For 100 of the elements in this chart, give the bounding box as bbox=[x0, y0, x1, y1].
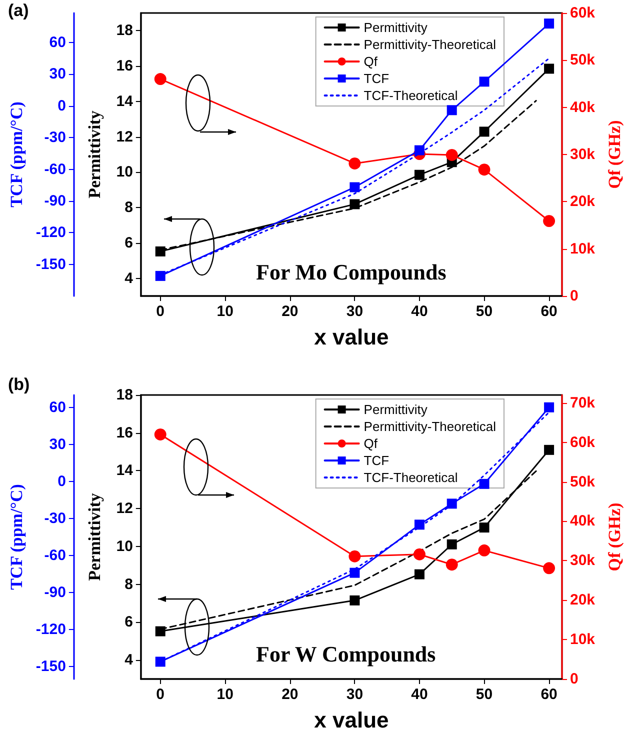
y2-tick-label: 50k bbox=[570, 52, 596, 69]
y2-tick-label: 10k bbox=[570, 631, 596, 648]
point bbox=[154, 73, 166, 86]
y-tick-label: 12 bbox=[116, 128, 133, 146]
y3-tick-label: -120 bbox=[36, 224, 66, 242]
y3-tick-label: -60 bbox=[44, 547, 66, 564]
y3-tick-label: 60 bbox=[49, 34, 66, 52]
x-tick-label: 20 bbox=[282, 686, 298, 703]
legend-label: Permittivity bbox=[364, 20, 428, 35]
y3-tick-label: -150 bbox=[36, 658, 66, 676]
point bbox=[478, 544, 490, 556]
y3-tick-label: -30 bbox=[44, 510, 66, 527]
point bbox=[414, 569, 424, 580]
y2-tick-label: 20k bbox=[570, 592, 596, 609]
point bbox=[479, 522, 490, 533]
y3-tick-label: 30 bbox=[49, 66, 66, 83]
point bbox=[350, 182, 360, 192]
x-tick-label: 30 bbox=[346, 686, 364, 703]
y3-tick-label: 0 bbox=[58, 97, 66, 114]
point bbox=[350, 595, 360, 606]
y3-tick-label: 60 bbox=[49, 398, 66, 416]
legend-label: TCF bbox=[364, 453, 390, 468]
text: (a) bbox=[8, 1, 29, 20]
y3-tick-label: -120 bbox=[36, 621, 66, 638]
y2-axis-title: Qf (GHz) bbox=[605, 120, 624, 189]
point bbox=[413, 548, 426, 560]
point bbox=[350, 568, 360, 578]
y-tick-label: 14 bbox=[116, 462, 134, 480]
x-axis-title: x value bbox=[314, 708, 389, 732]
point bbox=[479, 76, 490, 87]
point bbox=[543, 562, 556, 574]
y-tick-label: 16 bbox=[116, 424, 133, 442]
x-tick-label: 40 bbox=[411, 303, 428, 320]
y3-tick-label: 0 bbox=[58, 472, 66, 490]
x-tick-label: 10 bbox=[216, 686, 234, 703]
x-tick-label: 40 bbox=[411, 686, 428, 703]
y-tick-label: 18 bbox=[116, 22, 133, 40]
annotation: For Mo Compounds bbox=[256, 260, 447, 284]
y-axis-title: Permittivity bbox=[84, 492, 104, 581]
y2-axis-title: Qf (GHz) bbox=[605, 502, 624, 572]
point bbox=[348, 157, 361, 170]
y3-axis-title: TCF (ppm/°C) bbox=[7, 102, 26, 208]
legend-label: Permittivity-Theoretical bbox=[364, 419, 496, 434]
point bbox=[414, 170, 424, 180]
point bbox=[479, 126, 490, 137]
y-tick-label: 6 bbox=[124, 234, 133, 252]
y3-tick-label: -60 bbox=[44, 160, 66, 178]
point bbox=[154, 428, 166, 440]
point bbox=[155, 246, 166, 256]
legend-label: Permittivity bbox=[364, 402, 428, 417]
y-tick-label: 12 bbox=[116, 500, 133, 518]
point bbox=[446, 539, 457, 550]
x-tick-label: 0 bbox=[156, 303, 165, 320]
point bbox=[446, 498, 457, 509]
x-tick-label: 60 bbox=[540, 303, 558, 320]
legend-label: TCF-Theoretical bbox=[364, 88, 458, 103]
point bbox=[348, 550, 361, 562]
point bbox=[155, 656, 166, 667]
y-tick-label: 8 bbox=[124, 576, 133, 593]
point bbox=[155, 270, 166, 281]
point bbox=[544, 64, 554, 74]
y-axis-title: Permittivity bbox=[84, 110, 104, 198]
y-tick-label: 16 bbox=[116, 58, 133, 75]
y2-tick-label: 30k bbox=[570, 552, 596, 570]
x-tick-label: 20 bbox=[282, 303, 298, 320]
x-tick-label: 10 bbox=[216, 303, 234, 320]
y2-tick-label: 20k bbox=[570, 193, 596, 210]
point bbox=[446, 105, 457, 116]
x-tick-label: 0 bbox=[156, 686, 165, 703]
y3-tick-label: -90 bbox=[44, 584, 66, 602]
point bbox=[446, 148, 458, 161]
point bbox=[478, 164, 490, 176]
y-tick-label: 6 bbox=[124, 614, 133, 631]
y2-tick-label: 10k bbox=[570, 240, 596, 258]
y2-tick-label: 60k bbox=[570, 434, 596, 451]
y2-tick-label: 60k bbox=[570, 4, 596, 22]
y-tick-label: 14 bbox=[116, 92, 134, 110]
point bbox=[544, 444, 554, 455]
x-tick-label: 30 bbox=[346, 303, 364, 320]
y3-tick-label: 30 bbox=[49, 436, 66, 453]
legend-label: TCF bbox=[364, 71, 390, 86]
y-tick-label: 4 bbox=[124, 270, 134, 287]
point bbox=[479, 478, 490, 489]
y3-tick-label: -150 bbox=[36, 256, 66, 273]
legend-label: Qf bbox=[364, 436, 378, 451]
y-tick-label: 10 bbox=[116, 164, 133, 181]
y-tick-label: 10 bbox=[116, 538, 133, 555]
x-axis-title: x value bbox=[314, 324, 389, 350]
legend-label: TCF-Theoretical bbox=[364, 470, 458, 485]
y2-tick-label: 0 bbox=[570, 670, 578, 688]
point bbox=[155, 626, 166, 636]
y2-tick-label: 50k bbox=[570, 473, 596, 490]
point bbox=[350, 199, 360, 210]
x-tick-label: 50 bbox=[476, 303, 493, 320]
y3-tick-label: -30 bbox=[44, 129, 66, 146]
point bbox=[544, 18, 554, 29]
point bbox=[446, 558, 458, 571]
y2-tick-label: 30k bbox=[570, 146, 596, 163]
text: (b) bbox=[8, 375, 30, 394]
y2-tick-label: 70k bbox=[570, 394, 596, 412]
